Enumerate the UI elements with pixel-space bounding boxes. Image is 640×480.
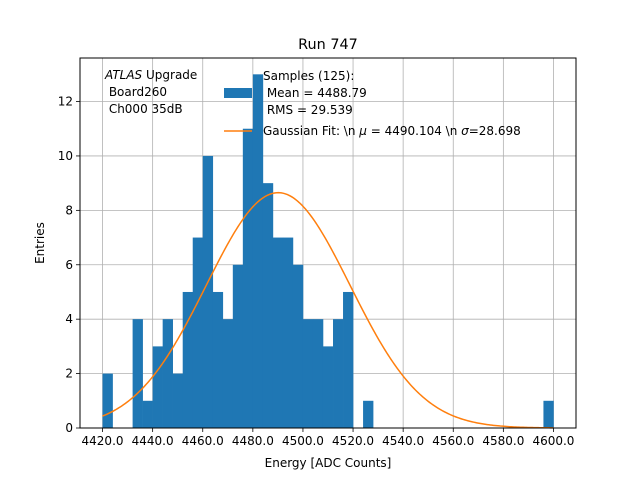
histogram-bar (242, 128, 254, 428)
histogram-bar (333, 319, 344, 428)
x-tick-label: 4540.0 (382, 434, 424, 448)
x-tick-label: 4440.0 (132, 434, 174, 448)
histogram-bar (222, 319, 234, 428)
legend-histogram-line-1: Samples (125): (263, 69, 354, 83)
legend-mu-symbol: μ (358, 124, 367, 138)
histogram-bar (182, 291, 194, 428)
y-tick-label: 4 (65, 312, 73, 326)
histogram-bar (343, 291, 354, 428)
x-tick-label: 4580.0 (482, 434, 524, 448)
x-tick-label: 4420.0 (82, 434, 124, 448)
histogram-bar (192, 237, 204, 428)
x-tick-label: 4520.0 (332, 434, 374, 448)
histogram-bar (262, 183, 274, 428)
histogram-bar (302, 319, 314, 428)
histogram-bar (312, 319, 324, 428)
y-tick-label: 8 (65, 203, 73, 217)
upgrade-label: Upgrade (142, 68, 197, 82)
legend-sigma-symbol: σ (461, 124, 469, 138)
atlas-label: ATLAS (104, 68, 143, 82)
histogram-bar (142, 400, 153, 428)
annotation-line-3: Ch000 35dB (105, 102, 183, 116)
histogram-bars (102, 74, 554, 429)
histogram-bar (162, 319, 173, 428)
histogram-bar (152, 346, 163, 428)
y-tick-label: 0 (65, 421, 73, 435)
histogram-bar (102, 373, 113, 428)
legend-fit-sigma: =28.698 (469, 124, 521, 138)
legend-histogram-line-2: Mean = 4488.79 (263, 86, 367, 100)
gaussian-fit-line (102, 191, 554, 429)
x-tick-label: 4480.0 (232, 434, 274, 448)
y-tick-label: 12 (58, 95, 73, 109)
atlas-annotation: ATLAS Upgrade Board260 Ch000 35dB (104, 68, 197, 116)
y-axis-ticks: 0 2 4 6 8 10 12 (58, 95, 80, 435)
x-axis-ticks: 4420.0 4440.0 4460.0 4480.0 4500.0 4520.0 4540… (82, 428, 574, 448)
y-tick-label: 2 (65, 367, 73, 381)
x-tick-label: 4500.0 (282, 434, 324, 448)
legend-fit-mean: = 4490.104 \n (367, 124, 461, 138)
histogram-bar (202, 155, 214, 429)
histogram-bar (543, 400, 554, 428)
legend-histogram-swatch (224, 88, 252, 98)
annotation-line-2: Board260 (105, 85, 167, 99)
histogram-bar (292, 264, 304, 428)
legend-fit-prefix: Gaussian Fit: \n (263, 124, 359, 138)
histogram-bar (252, 74, 264, 428)
y-tick-label: 10 (58, 149, 73, 163)
x-tick-label: 4460.0 (182, 434, 224, 448)
chart-title: Run 747 (298, 37, 358, 53)
legend-histogram-line-3: RMS = 29.539 (263, 103, 353, 117)
histogram-bar (272, 237, 284, 428)
legend-fit-label: Gaussian Fit: \n μ = 4490.104 \n σ=28.69… (263, 124, 521, 138)
histogram-bar (322, 346, 334, 428)
x-tick-label: 4560.0 (432, 434, 474, 448)
histogram-bar (282, 237, 294, 428)
plot-frame (79, 57, 577, 429)
legend: Samples (125): Mean = 4488.79 RMS = 29.5… (224, 69, 521, 138)
x-tick-label: 4600.0 (532, 434, 574, 448)
histogram-bar (232, 264, 244, 428)
y-tick-label: 6 (65, 258, 73, 272)
histogram-bar (132, 319, 143, 428)
x-axis-label: Energy [ADC Counts] (265, 456, 392, 470)
histogram-bar (363, 400, 374, 428)
annotation-line-1: ATLAS Upgrade (104, 68, 197, 82)
histogram-bar (212, 291, 224, 428)
y-axis-label: Entries (33, 222, 47, 264)
histogram-bar (172, 373, 184, 428)
